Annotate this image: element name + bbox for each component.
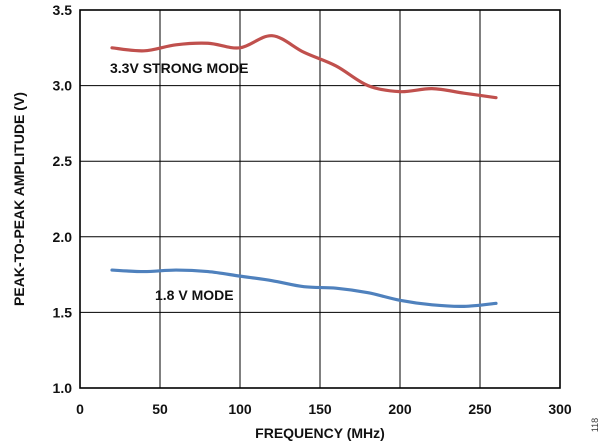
x-axis-title: FREQUENCY (MHz) [255,425,385,441]
series-line-1v8-mode [110,268,498,308]
x-tick-label: 300 [548,401,572,417]
annotation-strong-mode: 3.3V STRONG MODE [110,60,248,76]
y-tick-label: 2.5 [53,153,73,169]
figure-number: 118 [590,418,600,432]
y-tick-label: 1.5 [53,304,73,320]
y-tick-labels: 1.0 1.5 2.0 2.5 3.0 3.5 [53,2,73,396]
x-tick-label: 100 [228,401,252,417]
y-axis-title: PEAK-TO-PEAK AMPLITUDE (V) [11,92,27,306]
annotation-1v8-mode: 1.8 V MODE [155,287,234,303]
plot-frame [79,9,561,389]
y-tick-label: 3.0 [53,78,73,94]
x-tick-label: 150 [308,401,332,417]
y-tick-label: 2.0 [53,229,73,245]
x-tick-labels: 0 50 100 150 200 250 300 [76,401,572,417]
x-tick-label: 200 [388,401,412,417]
y-tick-label: 3.5 [53,2,73,18]
x-tick-label: 0 [76,401,84,417]
x-tick-label: 50 [152,401,168,417]
y-tick-label: 1.0 [53,380,73,396]
x-tick-label: 250 [468,401,492,417]
series-lines [110,34,498,308]
grid-lines [80,10,560,388]
series-line-3v3-strong-mode [110,34,498,100]
